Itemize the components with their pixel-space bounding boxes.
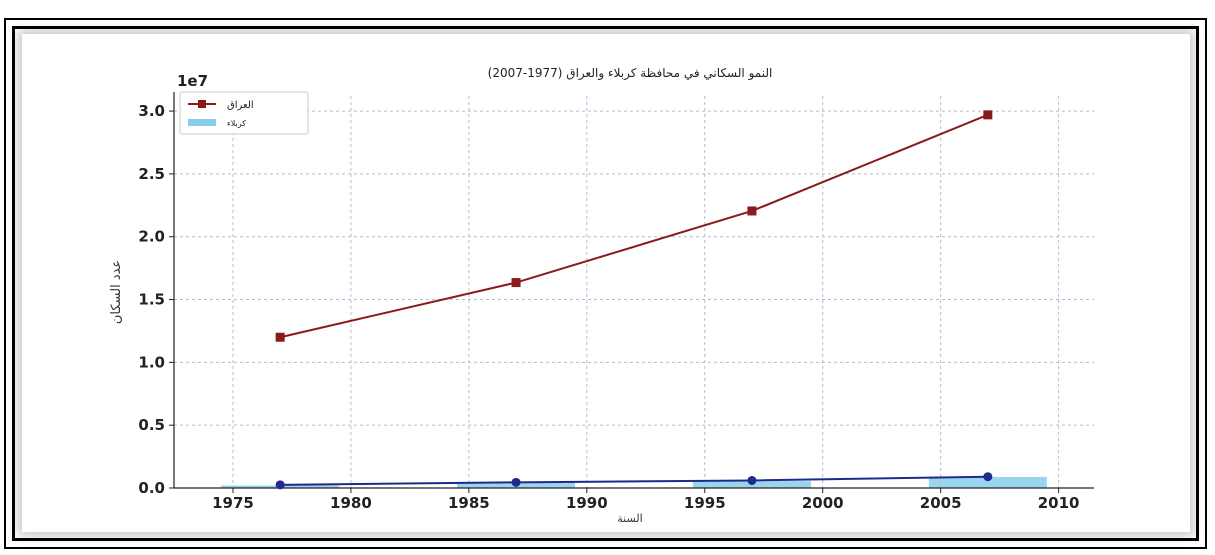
point-karbala-1997 bbox=[747, 475, 757, 485]
x-tick-label-1990: 1990 bbox=[566, 494, 608, 512]
x-tick-label-1980: 1980 bbox=[330, 494, 372, 512]
y-multiplier-label: 1e7 bbox=[177, 72, 208, 90]
legend-label-karbala: كربلاء bbox=[227, 119, 246, 128]
point-karbala-2007 bbox=[983, 472, 993, 482]
y-tick-label-1.5: 1.5 bbox=[138, 291, 165, 309]
x-axis-label: السنة bbox=[617, 512, 642, 525]
series-layer bbox=[275, 110, 993, 490]
x-tick-label-2005: 2005 bbox=[920, 494, 962, 512]
y-tick-label-1.0: 1.0 bbox=[138, 353, 165, 371]
grid-layer bbox=[174, 96, 1094, 489]
caption-strip bbox=[0, 0, 1215, 18]
bar-karbala-2007 bbox=[928, 476, 1047, 488]
line-iraq bbox=[279, 113, 989, 339]
x-tick-label-2000: 2000 bbox=[802, 494, 844, 512]
axes-layer: 1975 1980 1985 1990 1995 2000 2005 2010 0.0 0.5 1.… bbox=[138, 92, 1094, 512]
chart-panel: 1975 1980 1985 1990 1995 2000 2005 2010 0.0 0.5 1.… bbox=[22, 34, 1190, 532]
point-iraq-1977 bbox=[275, 332, 285, 342]
point-iraq-1987 bbox=[511, 278, 521, 288]
x-tick-label-2010: 2010 bbox=[1038, 494, 1080, 512]
y-tick-label-0.5: 0.5 bbox=[138, 416, 165, 434]
x-tick-label-1975: 1975 bbox=[212, 494, 254, 512]
x-tick-label-1985: 1985 bbox=[448, 494, 490, 512]
legend-marker-iraq bbox=[198, 100, 206, 108]
line-karbala bbox=[280, 475, 988, 486]
y-tick-label-3.0: 3.0 bbox=[138, 102, 165, 120]
point-iraq-1997 bbox=[747, 206, 757, 216]
legend-swatch-karbala bbox=[188, 119, 216, 126]
point-karbala-1987 bbox=[511, 477, 521, 487]
legend-label-iraq: العراق bbox=[227, 100, 254, 111]
y-tick-label-2.5: 2.5 bbox=[138, 165, 165, 183]
x-tick-label-1995: 1995 bbox=[684, 494, 726, 512]
y-axis-label: عدد السكان bbox=[109, 260, 124, 324]
point-iraq-2007 bbox=[983, 110, 993, 120]
y-tick-label-0.0: 0.0 bbox=[138, 479, 165, 497]
legend: العراق كربلاء bbox=[179, 91, 309, 135]
y-tick-label-2.0: 2.0 bbox=[138, 228, 165, 246]
chart-title: النمو السكاني في محافظة كربلاء والعراق (… bbox=[488, 66, 773, 81]
population-chart: 1975 1980 1985 1990 1995 2000 2005 2010 0.0 0.5 1.… bbox=[109, 66, 1094, 525]
point-karbala-1977 bbox=[275, 480, 285, 490]
